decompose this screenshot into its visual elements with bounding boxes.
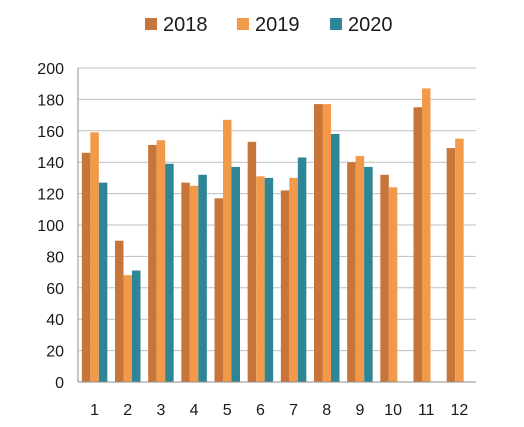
- bar-2019-2: [123, 275, 132, 382]
- x-tick-label: 3: [156, 402, 165, 419]
- x-tick-label: 12: [451, 402, 469, 419]
- y-tick-label: 20: [46, 344, 64, 361]
- bar-2019-8: [322, 104, 331, 383]
- axes: [77, 68, 476, 383]
- x-tick-label: 5: [223, 402, 232, 419]
- y-tick-label: 60: [46, 281, 64, 298]
- y-tick-label: 80: [46, 249, 64, 266]
- bar-2020-9: [364, 166, 373, 382]
- x-tick-label: 10: [384, 402, 402, 419]
- bar-2020-5: [231, 166, 240, 382]
- x-tick-label: 11: [418, 402, 435, 419]
- x-tick-label: 2: [123, 402, 132, 419]
- bar-2018-11: [413, 107, 422, 382]
- bar-2020-8: [331, 133, 340, 382]
- bar-2018-1: [81, 152, 91, 382]
- bar-2020-1: [98, 182, 108, 382]
- bar-2020-2: [132, 270, 141, 382]
- bar-2018-6: [247, 141, 257, 382]
- legend-swatch-2020: [330, 18, 342, 30]
- legend-label-2019: 2019: [255, 14, 300, 36]
- y-tick-label: 200: [37, 61, 64, 78]
- x-tick-label: 8: [322, 402, 331, 419]
- bar-2018-12: [446, 148, 456, 382]
- y-tick-label: 140: [37, 155, 64, 172]
- x-tick-label: 4: [190, 402, 199, 419]
- y-tick-label: 0: [55, 375, 64, 392]
- bars: [81, 88, 464, 383]
- y-tick-label: 100: [37, 218, 64, 235]
- bar-2019-9: [355, 155, 365, 382]
- chart-legend: 2018 2019 2020: [145, 14, 393, 36]
- y-tick-label: 40: [46, 312, 64, 329]
- bar-2019-3: [156, 140, 166, 382]
- bar-2019-12: [455, 138, 464, 382]
- y-tick-label: 120: [37, 187, 64, 204]
- bar-2019-7: [289, 177, 298, 382]
- bar-2019-5: [223, 119, 232, 382]
- bar-2019-10: [388, 187, 398, 382]
- bar-2018-8: [314, 104, 323, 383]
- bar-2020-6: [264, 177, 274, 382]
- x-tick-label: 7: [289, 402, 298, 419]
- bar-2020-4: [198, 174, 207, 382]
- bar-2018-4: [181, 182, 190, 382]
- bar-2018-5: [214, 198, 223, 382]
- bar-2018-2: [115, 240, 124, 382]
- legend-label-2018: 2018: [163, 14, 208, 36]
- bar-2019-6: [256, 176, 265, 382]
- bar-2019-1: [90, 132, 99, 382]
- y-axis-tick-labels: 0 20 40 60 80 100 120 140 160 180 200: [37, 61, 64, 392]
- bar-2018-9: [347, 162, 356, 382]
- bar-2018-3: [148, 144, 157, 382]
- bar-2020-3: [165, 163, 174, 382]
- x-axis-tick-labels: 1 2 3 4 5 6 7 8 9 10 11 12: [90, 402, 468, 419]
- bar-2018-7: [280, 190, 290, 382]
- bar-2020-7: [297, 157, 307, 382]
- x-tick-label: 9: [355, 402, 364, 419]
- bar-2019-4: [189, 185, 199, 382]
- x-tick-label: 1: [90, 402, 99, 419]
- bar-2018-10: [380, 174, 389, 382]
- legend-swatch-2018: [145, 18, 157, 30]
- gridlines: [78, 67, 476, 352]
- y-tick-label: 160: [37, 124, 64, 141]
- bar-2019-11: [422, 88, 431, 382]
- x-tick-label: 6: [256, 402, 265, 419]
- legend-label-2020: 2020: [348, 14, 393, 36]
- legend-swatch-2019: [237, 18, 249, 30]
- y-tick-label: 180: [37, 92, 64, 109]
